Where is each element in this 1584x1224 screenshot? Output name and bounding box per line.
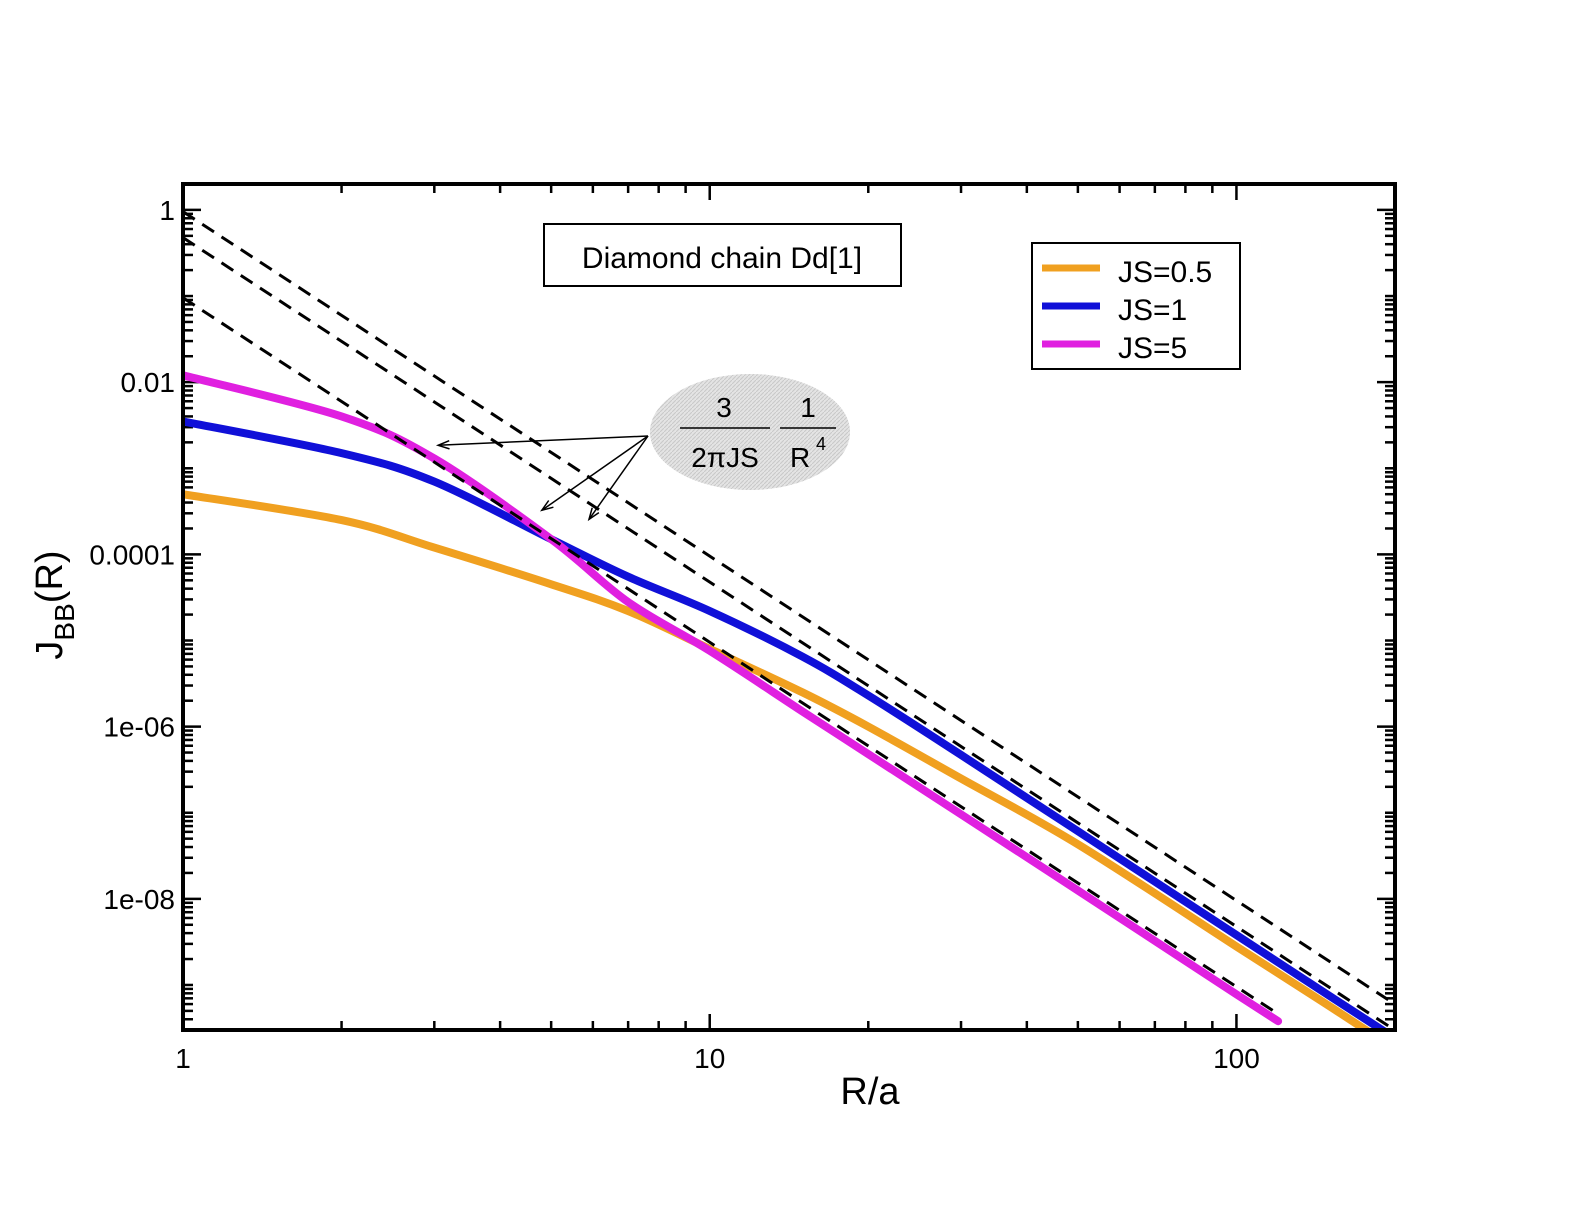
x-tick-label: 10 (694, 1043, 725, 1074)
formula-arrow (541, 435, 649, 511)
asymptote-js0.5 (185, 211, 1393, 1005)
y-axis-title-base: J (29, 641, 71, 660)
formula-arrows (435, 435, 649, 522)
formula-arrowhead (435, 440, 450, 450)
formula-arrow (438, 435, 649, 447)
legend-label-js0.5: JS=0.5 (1118, 256, 1212, 289)
legend: JS=0.5 JS=1 JS=5 (1031, 242, 1241, 370)
plot-frame (181, 182, 1397, 1032)
title-box: Diamond chain Dd[1] (543, 223, 902, 287)
formula-numerator-right: 1 (800, 392, 816, 423)
title-box-frame (543, 223, 902, 287)
formula-numerator-left: 3 (716, 392, 732, 423)
formula-arrow (588, 435, 649, 520)
y-axis-title-tail: (R) (29, 550, 71, 603)
y-tick-label: 1e-06 (103, 712, 175, 743)
y-tick-label: 0.0001 (89, 539, 175, 570)
formula-annotation: 3 2πJS 1 R 4 (435, 374, 850, 522)
formula-denominator-right-exp: 4 (816, 434, 826, 454)
formula-denominator-left: 2πJS (691, 442, 759, 473)
formula-denominator-right-base: R (790, 442, 810, 473)
x-tick-label: 1 (175, 1043, 191, 1074)
y-tick-label: 1e-08 (103, 884, 175, 915)
series-line-js5 (185, 371, 1283, 1026)
asymptote-js5 (185, 297, 1279, 1016)
formula-bubble (650, 374, 850, 490)
asymptote-layer (185, 211, 1393, 1028)
formula-arrowhead (587, 507, 600, 522)
y-axis-title: JBB(R) (29, 550, 80, 659)
tick-labels: 1 10 100 1 0.01 0.0001 1e-06 1e-08 (89, 195, 1259, 1074)
y-axis-title-sub: BB (49, 603, 80, 640)
x-tick-label: 100 (1213, 1043, 1260, 1074)
axis-ticks (181, 182, 1397, 1032)
legend-label-js1: JS=1 (1118, 294, 1187, 327)
chart-title: Diamond chain Dd[1] (582, 242, 862, 275)
svg-text:JBB(R): JBB(R) (29, 550, 80, 659)
legend-label-js5: JS=5 (1118, 332, 1187, 365)
series-layer (185, 371, 1387, 1028)
x-axis-title: R/a (840, 1071, 900, 1113)
asymptote-js1 (185, 237, 1393, 1028)
series-line-js0.5 (185, 490, 1371, 1028)
y-tick-label: 1 (159, 195, 175, 226)
y-tick-label: 0.01 (121, 367, 176, 398)
formula-arrowhead (539, 500, 554, 512)
series-line-js1 (185, 417, 1387, 1028)
